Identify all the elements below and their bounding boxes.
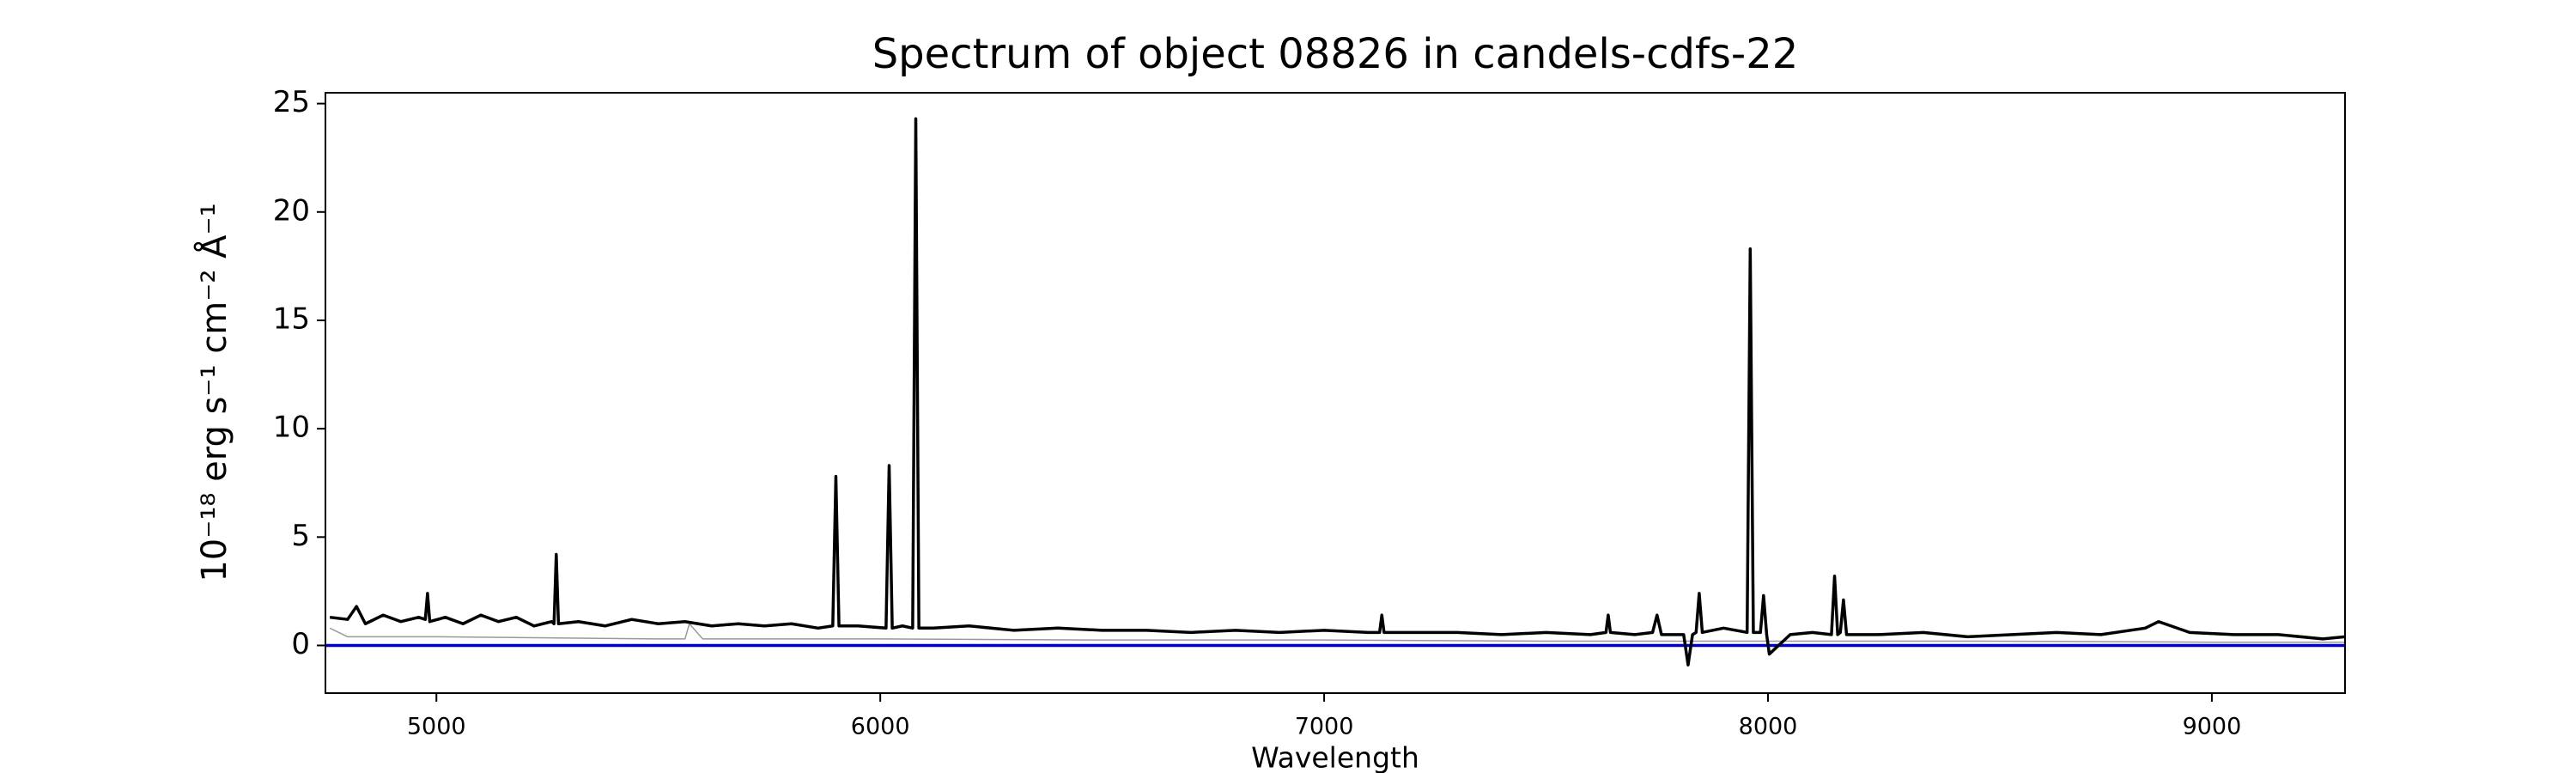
x-tick-label: 9000 [2183,714,2242,740]
y-tick-label: 20 [273,193,310,228]
y-tick-label: 0 [291,627,310,661]
data-line [329,623,2345,643]
x-tick-label: 7000 [1295,714,1354,740]
x-tick-label: 8000 [1739,714,1798,740]
x-tick-label: 6000 [851,714,910,740]
x-tick-label: 5000 [407,714,466,740]
y-tick-label: 10 [273,411,310,445]
y-axis-label: 10⁻¹⁸ erg s⁻¹ cm⁻² Å⁻¹ [193,203,234,581]
y-tick-label: 15 [273,301,310,336]
x-axis-label: Wavelength [1251,741,1419,773]
chart-title: Spectrum of object 08826 in candels-cdfs… [872,30,1799,78]
plot-frame [325,92,2346,694]
y-tick-label: 5 [291,519,310,553]
data-line [329,117,2345,666]
y-tick-label: 25 [273,85,310,119]
